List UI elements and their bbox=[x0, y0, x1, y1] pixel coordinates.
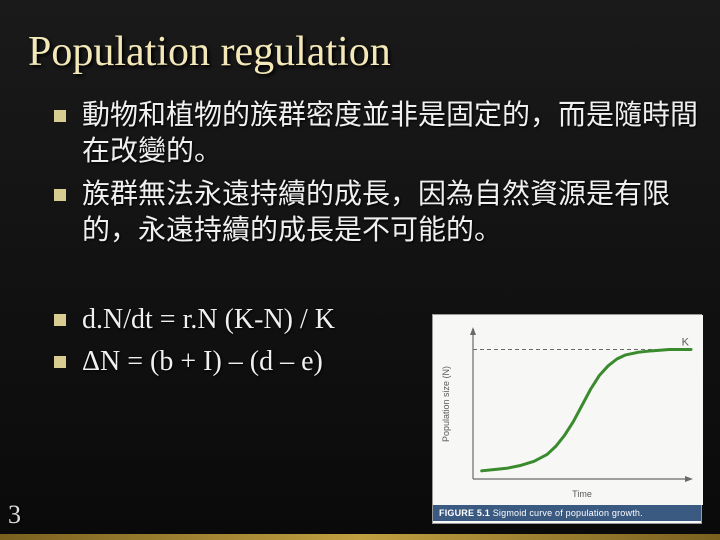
page-number: 3 bbox=[8, 500, 21, 530]
list-item: 族群無法永遠持續的成長，因為自然資源是有限的，永遠持續的成長是不可能的。 bbox=[54, 177, 710, 250]
figure-caption: FIGURE 5.1 Sigmoid curve of population g… bbox=[433, 505, 701, 521]
figure-caption-label: FIGURE 5.1 bbox=[439, 508, 490, 518]
sigmoid-figure: K Time Population size (N) FIGURE 5.1 Sigm… bbox=[432, 314, 702, 524]
svg-text:Population size (N): Population size (N) bbox=[441, 366, 451, 442]
accent-bar bbox=[0, 534, 720, 540]
spacer bbox=[28, 256, 710, 302]
figure-caption-text: Sigmoid curve of population growth. bbox=[493, 508, 643, 518]
slide: Population regulation 動物和植物的族群密度並非是固定的，而… bbox=[0, 0, 720, 540]
bullet-list-top: 動物和植物的族群密度並非是固定的，而是隨時間在改變的。 族群無法永遠持續的成長，… bbox=[28, 98, 710, 250]
svg-text:K: K bbox=[682, 336, 690, 348]
sigmoid-chart: K Time Population size (N) bbox=[433, 315, 703, 505]
page-title: Population regulation bbox=[28, 28, 710, 76]
list-item: 動物和植物的族群密度並非是固定的，而是隨時間在改變的。 bbox=[54, 98, 710, 171]
svg-text:Time: Time bbox=[572, 489, 592, 499]
